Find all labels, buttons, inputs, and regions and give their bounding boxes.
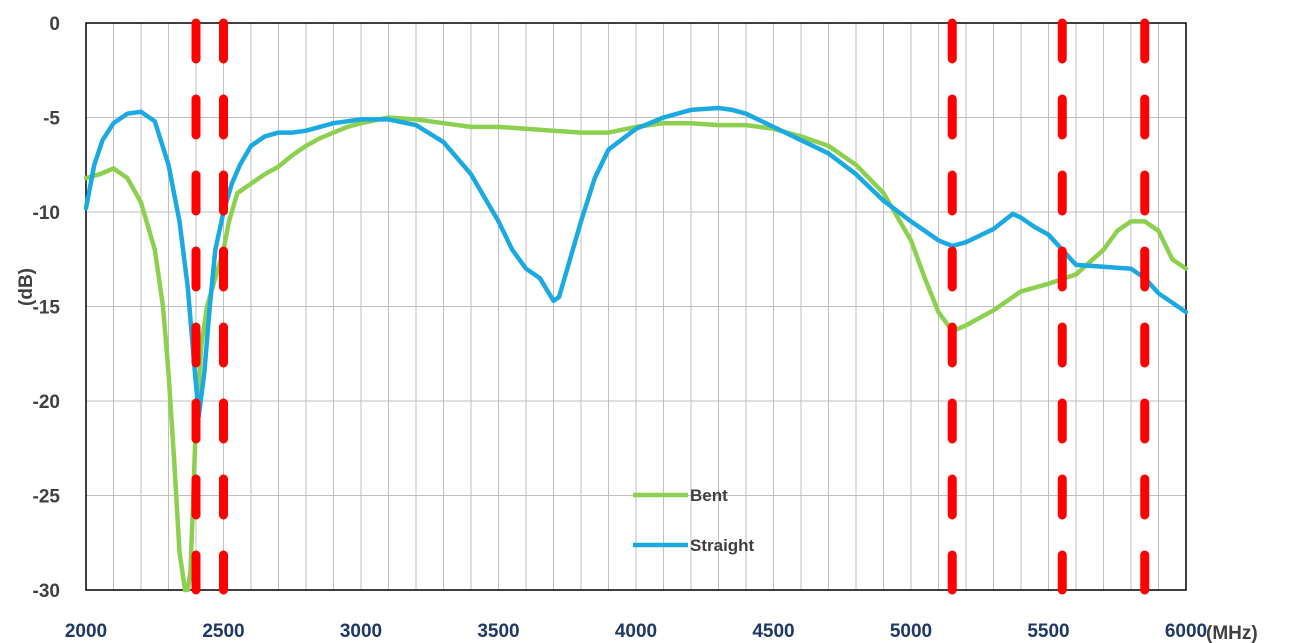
legend-label: Bent xyxy=(690,486,728,505)
x-tick-label: 4500 xyxy=(752,621,794,642)
y-tick-label: -15 xyxy=(33,298,61,319)
x-tick-label: 2500 xyxy=(202,621,244,642)
plot-area-frame xyxy=(85,22,1187,591)
x-tick-label: 3000 xyxy=(340,621,382,642)
y-tick-label: -10 xyxy=(33,203,60,224)
x-tick-label: 4000 xyxy=(615,621,657,642)
x-tick-label: 3500 xyxy=(477,621,519,642)
x-axis-label: (MHz) xyxy=(1206,623,1258,643)
y-tick-label: -20 xyxy=(33,392,60,413)
series-line-straight xyxy=(83,105,1189,419)
chart-gridlines xyxy=(86,23,1186,590)
y-axis-label: (dB) xyxy=(16,268,37,306)
x-tick-label: 6000 xyxy=(1165,621,1207,642)
x-tick-label: 2000 xyxy=(65,621,107,642)
x-tick-label: 5000 xyxy=(890,621,932,642)
y-axis-ticks: 0 -5 -10 -15 -20 -25 -30 xyxy=(33,14,61,602)
y-tick-label: -5 xyxy=(43,109,60,130)
y-tick-label: -25 xyxy=(33,487,61,508)
y-tick-label: -30 xyxy=(33,581,60,602)
x-tick-label: 5500 xyxy=(1027,621,1069,642)
y-tick-label: 0 xyxy=(49,14,60,35)
band-markers xyxy=(191,18,1150,595)
series-line-bent xyxy=(83,115,1189,593)
chart-legend: Bent Straight xyxy=(633,486,755,555)
chart-series xyxy=(83,105,1189,593)
x-axis-ticks: 2000 2500 3000 3500 4000 4500 5000 5500 6000 xyxy=(65,621,1207,642)
legend-label: Straight xyxy=(690,536,755,555)
